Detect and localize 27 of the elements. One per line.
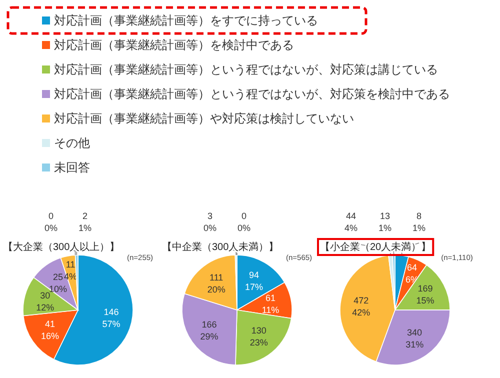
data-label: 472 42% [352,296,370,318]
data-label: 61 11% [262,293,280,316]
data-label: 8 1% [412,211,426,233]
legend-label: 対応計画（事業継続計画等）をすでに持っている [54,14,318,28]
text: 【中企業（300人未満）】 [162,241,279,253]
data-label: 340 31% [406,327,424,350]
legend-label: 対応計画（事業継続計画等）や対応策は検討していない [54,112,354,126]
data-label: 146 57% [102,307,120,330]
data-label: 3 0% [203,211,217,233]
data-label: 13 1% [378,211,392,233]
data-label: 44 4% [344,211,358,233]
data-label: 130 23% [250,326,268,348]
data-label: 166 29% [200,319,218,342]
text: 【大企業（300人以上）】 [3,241,120,253]
text: 0 0% [44,211,58,233]
data-label: 30 12% [36,290,54,313]
legend-label: 対応計画（事業継続計画等）を検討中である [54,38,294,52]
data-label: 41 16% [41,319,60,342]
data-label: 111 20% [207,272,226,294]
text: 0 0% [237,211,251,233]
legend-label: 対応計画（事業継続計画等）という程ではないが、対応策は講じている [54,62,438,76]
data-label: 2 1% [78,211,92,233]
legend-label: その他 [54,136,90,150]
legend-label: 対応計画（事業継続計画等）という程ではないが、対応策を検討中である [54,87,450,101]
legend-label: 未回答 [54,160,90,174]
data-label: 94 17% [245,270,264,292]
data-label: 169 15% [416,284,434,306]
